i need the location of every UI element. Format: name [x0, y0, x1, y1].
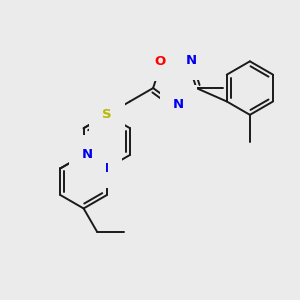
- Text: N: N: [185, 54, 197, 67]
- Text: N: N: [97, 162, 108, 175]
- Text: N: N: [173, 98, 184, 111]
- Text: O: O: [155, 55, 166, 68]
- Text: S: S: [102, 108, 112, 121]
- Text: N: N: [82, 148, 93, 161]
